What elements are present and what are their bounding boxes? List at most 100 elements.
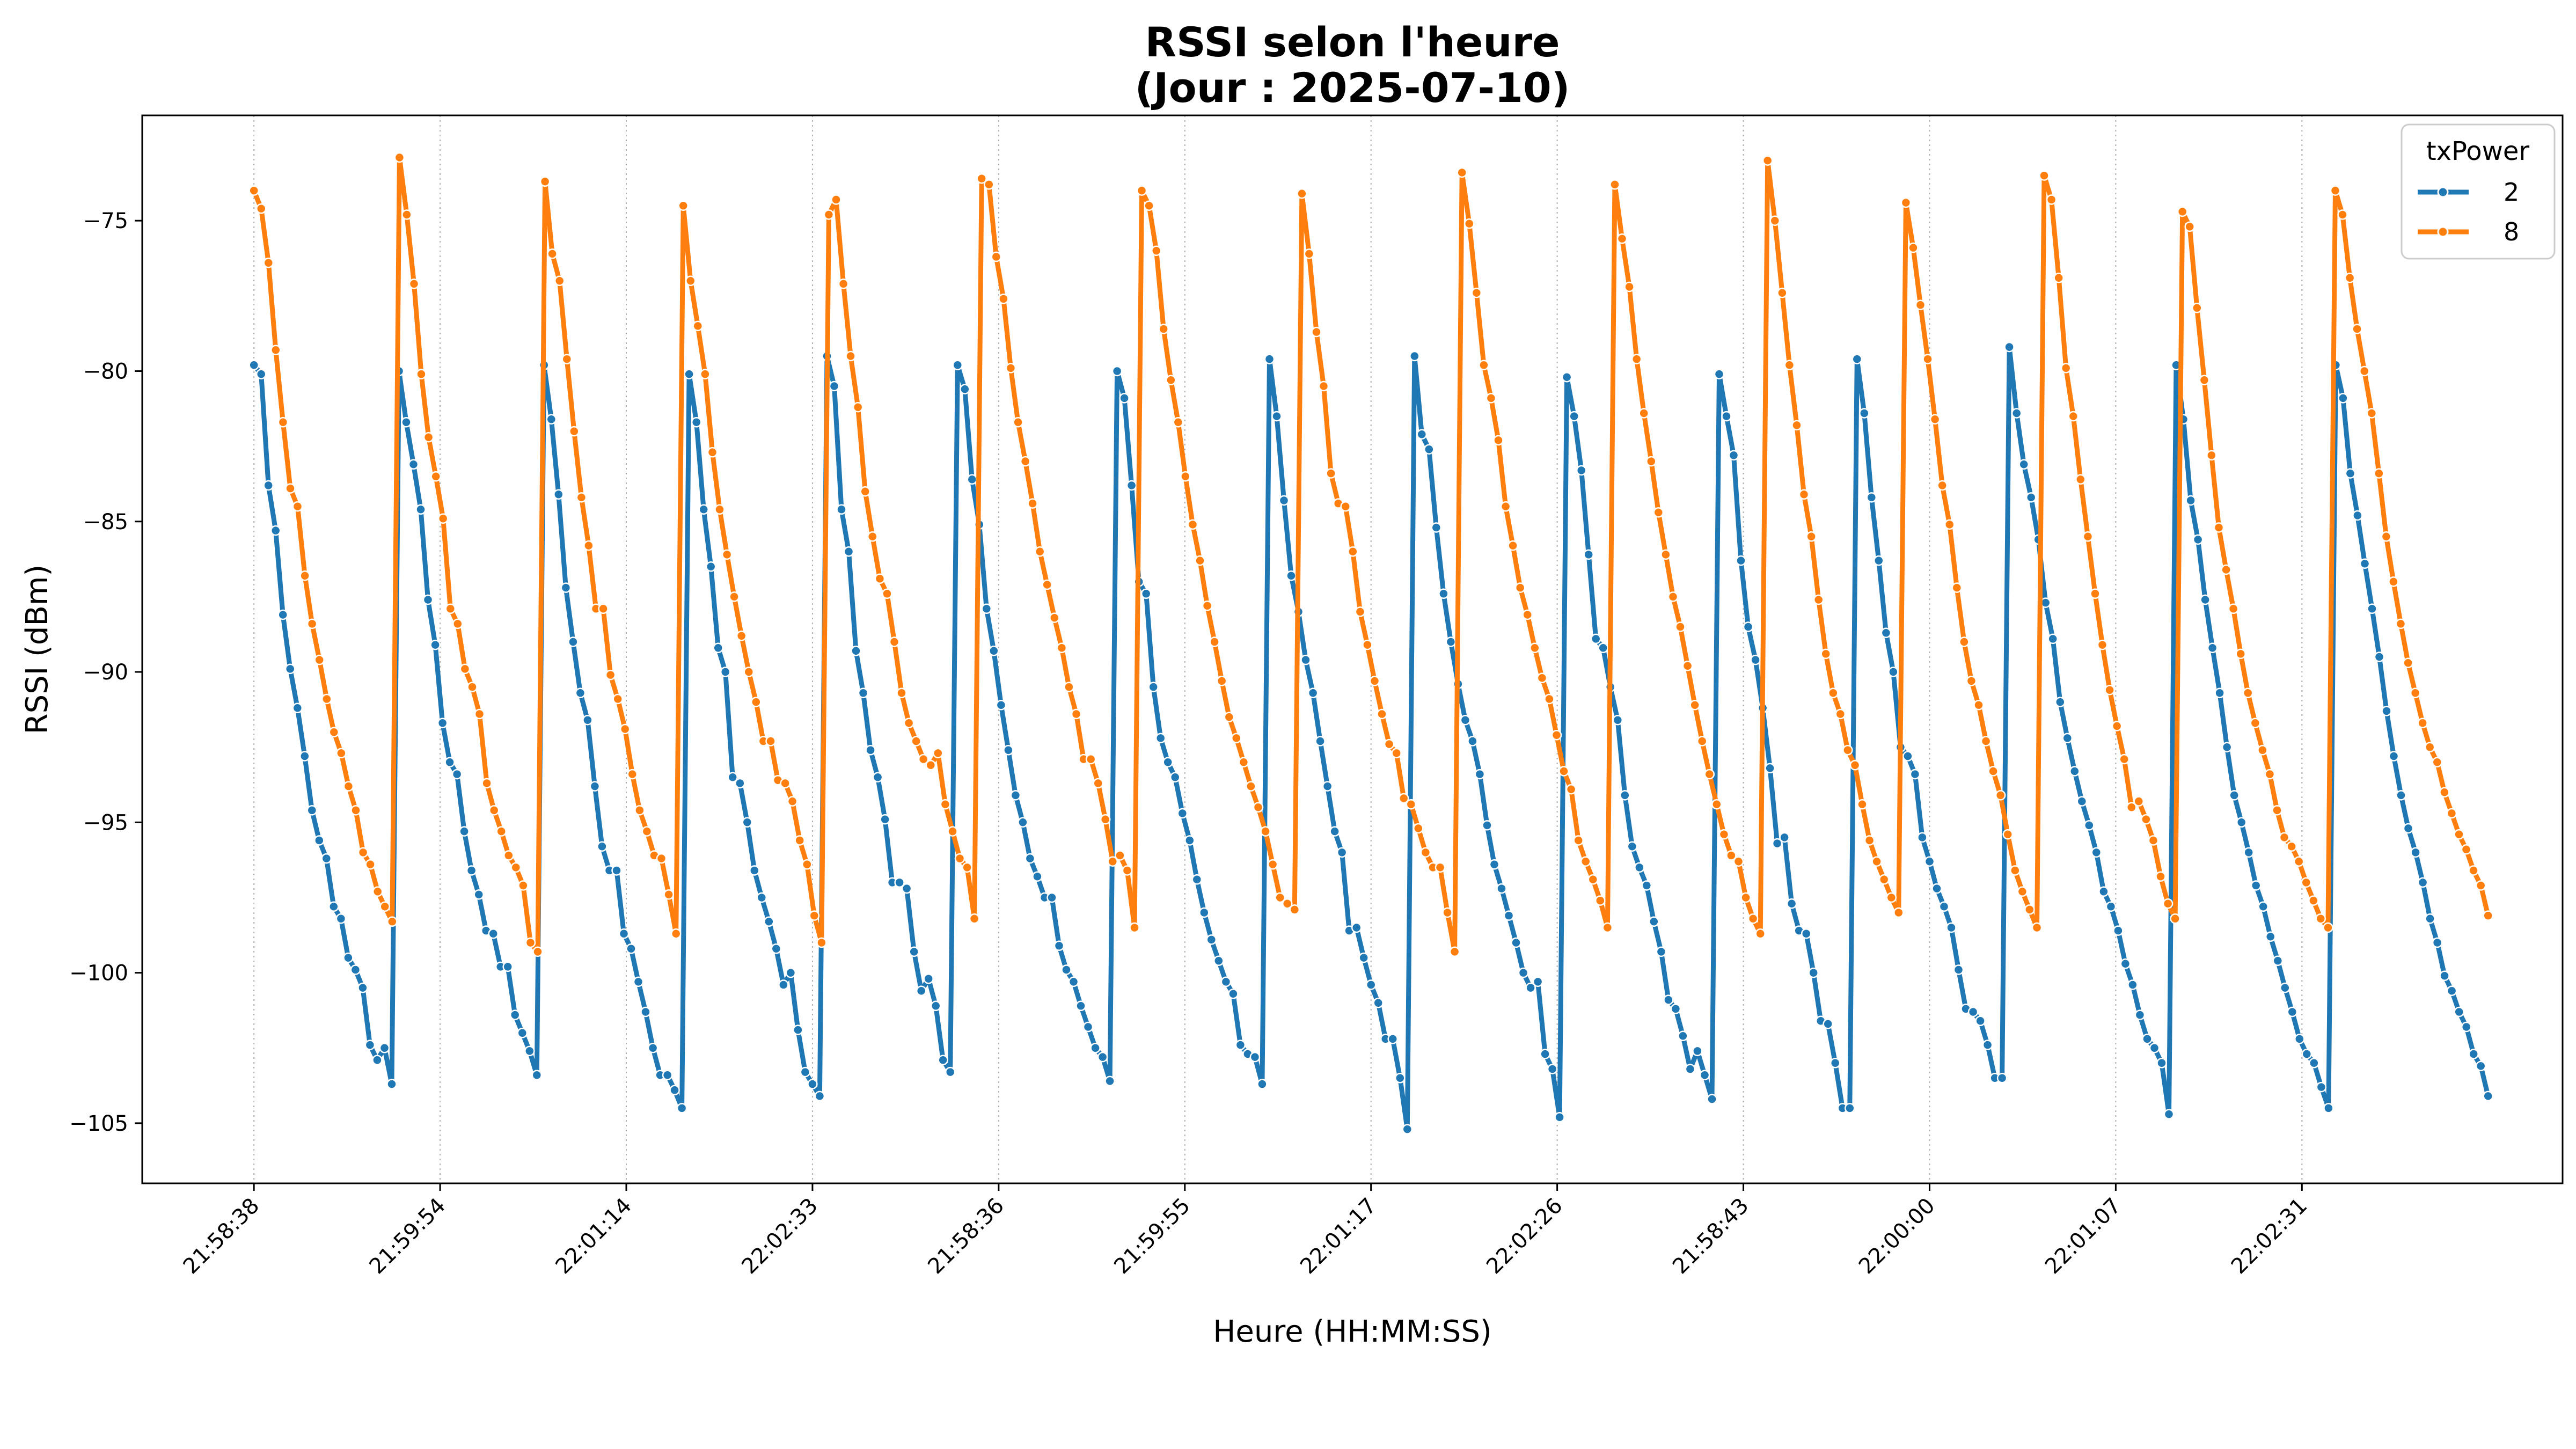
data-point-8 bbox=[2272, 805, 2282, 816]
data-point-8 bbox=[707, 447, 718, 458]
data-point-2 bbox=[1917, 832, 1928, 843]
data-point-2 bbox=[270, 525, 281, 536]
data-point-8 bbox=[1100, 814, 1111, 825]
x-axis-label: Heure (HH:MM:SS) bbox=[1213, 1314, 1491, 1349]
data-point-8 bbox=[1908, 242, 1919, 253]
data-point-8 bbox=[2359, 365, 2370, 377]
data-point-2 bbox=[1699, 1070, 1710, 1080]
data-point-2 bbox=[2345, 468, 2356, 479]
data-point-2 bbox=[2113, 925, 2124, 936]
x-tick-label: 22:00:00 bbox=[1854, 1194, 1940, 1279]
data-point-2 bbox=[2062, 733, 2073, 744]
data-point-8 bbox=[1755, 928, 1766, 939]
data-point-8 bbox=[1835, 708, 1846, 720]
data-point-2 bbox=[1387, 1034, 1398, 1044]
data-point-2 bbox=[2025, 492, 2037, 503]
data-point-2 bbox=[720, 667, 731, 677]
data-point-8 bbox=[2424, 742, 2435, 752]
data-point-2 bbox=[1808, 967, 1819, 978]
data-point-8 bbox=[867, 531, 878, 542]
data-point-2 bbox=[1874, 555, 1884, 566]
data-point-2 bbox=[1177, 808, 1188, 819]
data-point-2 bbox=[2425, 913, 2435, 924]
data-point-2 bbox=[2323, 1103, 2334, 1114]
data-point-2 bbox=[582, 714, 593, 726]
legend-label-8: 8 bbox=[2504, 217, 2519, 246]
x-tick-label: 21:58:36 bbox=[923, 1194, 1009, 1279]
data-point-2 bbox=[2004, 341, 2015, 353]
data-point-8 bbox=[554, 275, 565, 287]
data-point-8 bbox=[2213, 522, 2224, 533]
data-point-2 bbox=[1851, 354, 1863, 364]
data-point-2 bbox=[2156, 1058, 2167, 1069]
data-point-8 bbox=[1442, 907, 1453, 918]
data-point-8 bbox=[1828, 687, 1839, 699]
data-point-8 bbox=[1791, 420, 1802, 431]
data-point-8 bbox=[1260, 826, 1271, 837]
data-point-2 bbox=[430, 639, 441, 650]
data-point-8 bbox=[1449, 946, 1460, 957]
chart-title-line-1: RSSI selon l'heure bbox=[1145, 18, 1560, 66]
data-point-8 bbox=[2395, 618, 2406, 630]
data-point-2 bbox=[764, 916, 774, 927]
data-point-2 bbox=[618, 928, 630, 939]
data-point-2 bbox=[2098, 886, 2109, 897]
data-point-8 bbox=[765, 736, 776, 747]
data-point-2 bbox=[2105, 901, 2117, 912]
data-point-2 bbox=[1358, 952, 1369, 963]
data-point-2 bbox=[1685, 1064, 1696, 1074]
data-point-8 bbox=[1042, 579, 1052, 590]
data-point-8 bbox=[874, 573, 885, 584]
data-point-8 bbox=[2126, 802, 2137, 813]
data-point-8 bbox=[1660, 549, 1671, 560]
data-point-2 bbox=[379, 1042, 390, 1053]
data-point-8 bbox=[1049, 612, 1060, 623]
data-point-2 bbox=[865, 745, 876, 756]
data-point-2 bbox=[2403, 823, 2414, 834]
data-point-8 bbox=[816, 937, 827, 948]
legend-title: txPower bbox=[2426, 136, 2530, 166]
data-point-8 bbox=[627, 769, 638, 780]
data-point-8 bbox=[1573, 835, 1584, 846]
data-point-2 bbox=[2309, 1058, 2319, 1069]
data-point-8 bbox=[401, 209, 412, 220]
data-point-8 bbox=[605, 669, 616, 680]
data-point-8 bbox=[1093, 778, 1103, 789]
data-point-8 bbox=[1944, 519, 1955, 530]
data-point-2 bbox=[2084, 820, 2095, 831]
data-point-8 bbox=[670, 928, 682, 939]
data-point-8 bbox=[270, 345, 281, 355]
data-point-2 bbox=[669, 1085, 680, 1095]
data-point-2 bbox=[1511, 937, 1521, 948]
data-point-8 bbox=[1377, 708, 1387, 720]
data-point-8 bbox=[1667, 591, 1679, 602]
data-point-8 bbox=[452, 618, 463, 630]
data-point-8 bbox=[1122, 865, 1133, 876]
data-point-8 bbox=[1326, 468, 1336, 479]
data-point-8 bbox=[2082, 531, 2094, 542]
data-point-2 bbox=[1046, 892, 1057, 903]
data-point-2 bbox=[1336, 847, 1348, 858]
data-point-2 bbox=[1561, 371, 1572, 383]
data-point-8 bbox=[2235, 648, 2246, 660]
data-point-8 bbox=[1253, 802, 1264, 813]
data-point-2 bbox=[2432, 937, 2443, 948]
legend-swatch-marker-8 bbox=[2437, 226, 2449, 238]
data-point-2 bbox=[880, 814, 890, 825]
data-point-8 bbox=[408, 279, 420, 289]
data-point-2 bbox=[1714, 369, 1725, 379]
data-point-2 bbox=[1162, 757, 1173, 767]
data-point-2 bbox=[2454, 1006, 2464, 1018]
data-point-8 bbox=[1348, 546, 1358, 557]
data-point-2 bbox=[568, 636, 579, 647]
data-point-2 bbox=[945, 1066, 956, 1078]
data-point-2 bbox=[1496, 883, 1507, 894]
data-point-8 bbox=[1929, 414, 1941, 425]
data-point-2 bbox=[1829, 1058, 1841, 1069]
data-point-8 bbox=[736, 631, 747, 641]
data-point-2 bbox=[647, 1042, 658, 1053]
data-point-2 bbox=[2301, 1049, 2312, 1059]
data-point-2 bbox=[1271, 411, 1282, 422]
data-point-2 bbox=[2265, 931, 2276, 942]
data-point-8 bbox=[255, 203, 267, 214]
